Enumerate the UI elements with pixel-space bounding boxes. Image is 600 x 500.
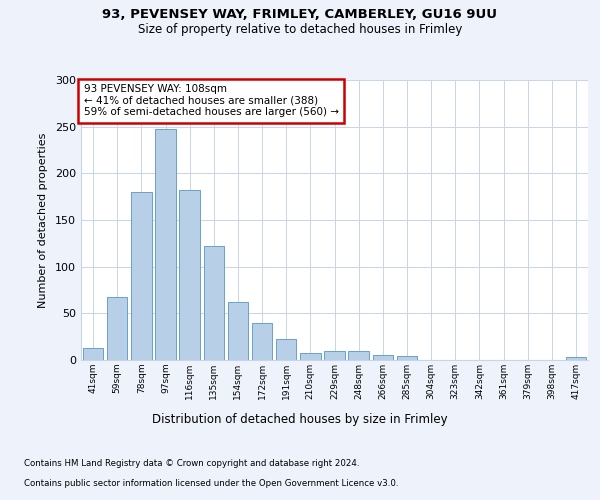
Bar <box>349 350 369 360</box>
Text: Contains HM Land Registry data © Crown copyright and database right 2024.: Contains HM Land Registry data © Crown c… <box>24 458 359 468</box>
Bar <box>203 246 224 360</box>
Text: Distribution of detached houses by size in Frimley: Distribution of detached houses by size … <box>152 412 448 426</box>
Bar <box>227 302 248 360</box>
Bar <box>83 348 103 360</box>
Text: 93, PEVENSEY WAY, FRIMLEY, CAMBERLEY, GU16 9UU: 93, PEVENSEY WAY, FRIMLEY, CAMBERLEY, GU… <box>103 8 497 20</box>
Bar <box>397 356 417 360</box>
Text: 93 PEVENSEY WAY: 108sqm
← 41% of detached houses are smaller (388)
59% of semi-d: 93 PEVENSEY WAY: 108sqm ← 41% of detache… <box>83 84 338 117</box>
Bar <box>276 340 296 360</box>
Bar <box>131 192 152 360</box>
Bar <box>155 130 176 360</box>
Bar <box>324 350 345 360</box>
Text: Size of property relative to detached houses in Frimley: Size of property relative to detached ho… <box>138 22 462 36</box>
Bar <box>107 296 127 360</box>
Bar <box>179 190 200 360</box>
Bar <box>252 322 272 360</box>
Text: Contains public sector information licensed under the Open Government Licence v3: Contains public sector information licen… <box>24 478 398 488</box>
Bar <box>566 357 586 360</box>
Y-axis label: Number of detached properties: Number of detached properties <box>38 132 48 308</box>
Bar <box>300 352 320 360</box>
Bar <box>373 356 393 360</box>
